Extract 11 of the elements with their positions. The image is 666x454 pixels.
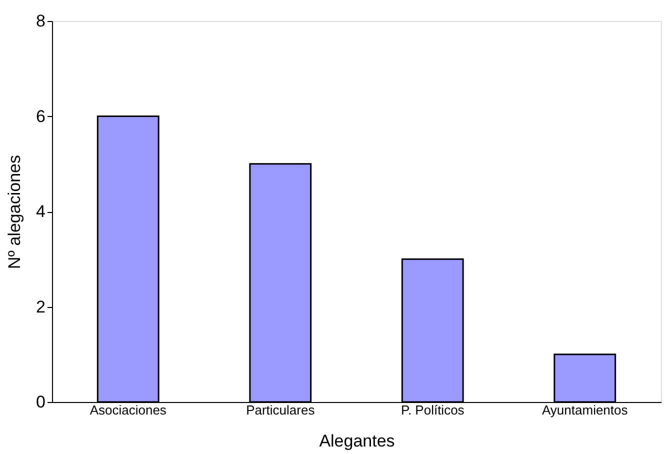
x-tick-label: P. Políticos bbox=[400, 402, 465, 418]
y-tick-label: 8 bbox=[36, 12, 46, 30]
x-tick-label: Particulares bbox=[246, 402, 316, 418]
y-axis-title: Nº alegaciones bbox=[5, 155, 24, 269]
x-tick-label: Asociaciones bbox=[90, 402, 167, 418]
x-tick-label: Ayuntamientos bbox=[542, 402, 628, 418]
y-tick-label: 6 bbox=[36, 106, 46, 126]
y-tick-label: 4 bbox=[36, 202, 46, 221]
y-tick-label: 0 bbox=[36, 392, 46, 412]
y-tick-label: 2 bbox=[36, 297, 46, 316]
x-axis-title: Alegantes bbox=[319, 432, 395, 450]
